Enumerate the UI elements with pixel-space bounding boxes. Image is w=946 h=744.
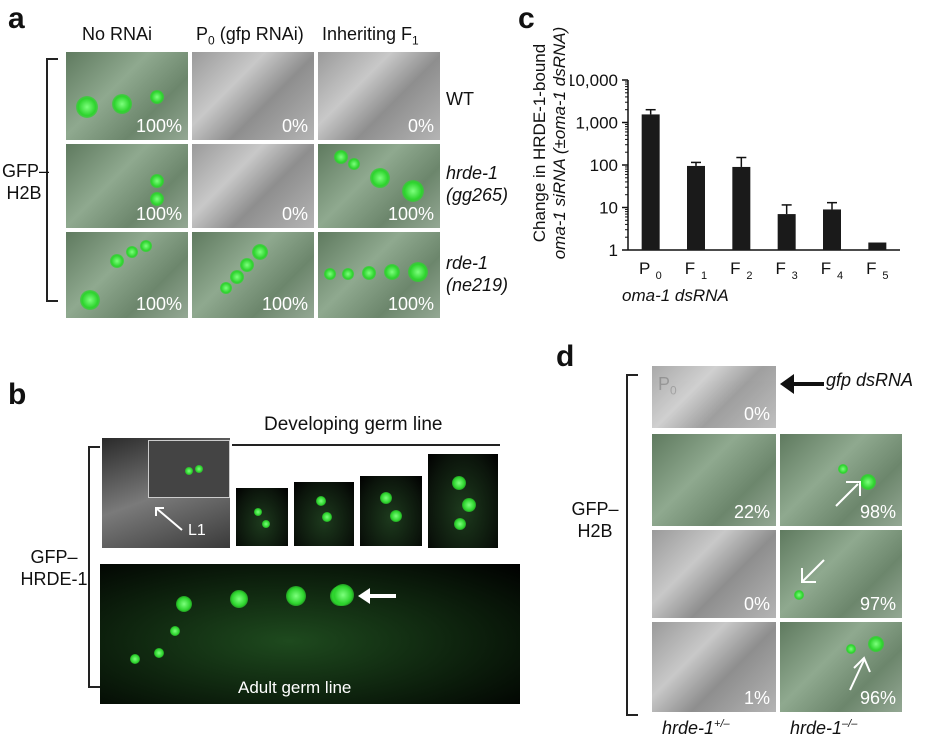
percent-label: 0% [281,116,308,136]
micrograph-rde1-p0: 100% [192,232,314,318]
panel-b-side-label: GFP– HRDE-1 [20,547,88,589]
row-label-wt: WT [446,89,474,109]
x-tick-label: P [639,259,650,278]
percent-label: 100% [135,204,182,224]
panel-d-letter: d [556,340,575,373]
percent-label: 1% [743,688,770,708]
x-tick-subscript: 3 [792,270,798,282]
percent-label: 98% [859,502,896,522]
y-tick-label: 1 [609,241,618,260]
y-tick-label: 100 [590,156,618,175]
adult-arrow-icon [358,588,396,604]
percent-label: 100% [261,294,308,314]
bar-f2 [732,166,751,250]
x-tick-label: F [775,259,785,278]
panel-d-side-label: GFP– H2B [571,499,619,541]
bar-f3 [777,214,796,250]
micrograph-d-f3-het: 1% [652,622,776,712]
percent-label: 100% [387,294,434,314]
y-tick-label: 10 [599,199,618,218]
micrograph-d-f2-hom: 97% [780,530,902,618]
micrograph-hrde1-no-rnai: 100% [66,144,188,228]
micrograph-l1-inset [148,440,230,498]
y-tick-label: 10,000 [570,71,618,90]
panel-b-letter: b [8,378,27,411]
gfp-dsrna-arrow-icon [780,374,824,394]
x-tick-label: F [821,259,831,278]
micrograph-wt-no-rnai: 100% [66,52,188,140]
p0-overlay-spacer [652,366,658,372]
percent-label: 100% [387,204,434,224]
x-tick-subscript: 4 [837,270,843,282]
col-header-inheriting-f1: Inheriting F1 [322,24,419,48]
micrograph-l1: L1 [102,438,230,548]
micrograph-dev-2 [294,482,354,546]
l1-label: L1 [188,522,206,539]
col-label-hom: hrde-1–/– [790,718,858,738]
row-label-rde1: rde-1 (ne219) [446,253,509,295]
micrograph-d-f1-het: 22% [652,434,776,526]
x-tick-label: F [730,259,740,278]
micrograph-d-f3-hom: 96% [780,622,902,712]
percent-label: 97% [859,594,896,614]
l1-arrow-icon [155,507,183,531]
percent-label: 0% [281,204,308,224]
x-tick-subscript: 5 [882,270,888,282]
micrograph-wt-f1: 0% [318,52,440,140]
bar-p0 [641,114,660,250]
chart-ylabel: Change in HRDE-1-bound oma-1 siRNA (±oma… [530,26,569,260]
micrograph-hrde1-f1: 100% [318,144,440,228]
percent-label: 96% [859,688,896,708]
micrograph-dev-3 [360,476,422,546]
x-tick-subscript: 2 [746,270,752,282]
col-header-p0: P0 (gfp RNAi) [196,24,304,48]
x-tick-label: F [866,259,876,278]
micrograph-d-p0: 0% [652,366,776,428]
bar-f5 [868,242,887,250]
micrograph-dev-4 [428,454,498,548]
row-label-hrde1: hrde-1 (gg265) [446,163,509,205]
micrograph-d-f1-hom: 98% [780,434,902,526]
micrograph-rde1-no-rnai: 100% [66,232,188,318]
heading-rule [232,444,500,446]
developing-germ-line-heading: Developing germ line [264,414,443,435]
micrograph-dev-1 [236,488,288,546]
micrograph-hrde1-p0: 0% [192,144,314,228]
micrograph-d-f2-het: 0% [652,530,776,618]
panel-d-bracket [626,374,638,716]
x-tick-label: F [685,259,695,278]
micrograph-adult-germ-line: Adult germ line [100,564,520,704]
x-tick-subscript: 0 [656,270,662,282]
percent-label: 0% [407,116,434,136]
f3-arrow-icon [849,656,871,691]
x-tick-subscript: 1 [701,270,707,282]
gfp-dsrna-label: gfp dsRNA [826,370,914,390]
bar-f4 [823,209,841,250]
percent-label: 100% [135,294,182,314]
panel-a-side-label: GFP– H2B [2,161,50,203]
percent-label: 0% [743,404,770,424]
col-label-het: hrde-1+/– [662,718,730,738]
chart-xlabel: oma-1 dsRNA [622,286,729,305]
f1-arrow-icon [835,481,861,507]
percent-label: 22% [733,502,770,522]
panel-c-letter: c [518,2,535,35]
col-header-no-rnai: No RNAi [82,24,153,44]
y-tick-label: 1,000 [575,114,618,133]
f2-arrow-icon [801,559,825,583]
adult-germ-line-label: Adult germ line [238,678,352,697]
micrograph-rde1-f1: 100% [318,232,440,318]
percent-label: 100% [135,116,182,136]
percent-label: 0% [743,594,770,614]
panel-b-bracket [88,446,100,688]
panel-a-letter: a [8,2,25,35]
bar-f1 [687,165,705,250]
panel-a-bracket [46,58,58,302]
micrograph-wt-p0: 0% [192,52,314,140]
